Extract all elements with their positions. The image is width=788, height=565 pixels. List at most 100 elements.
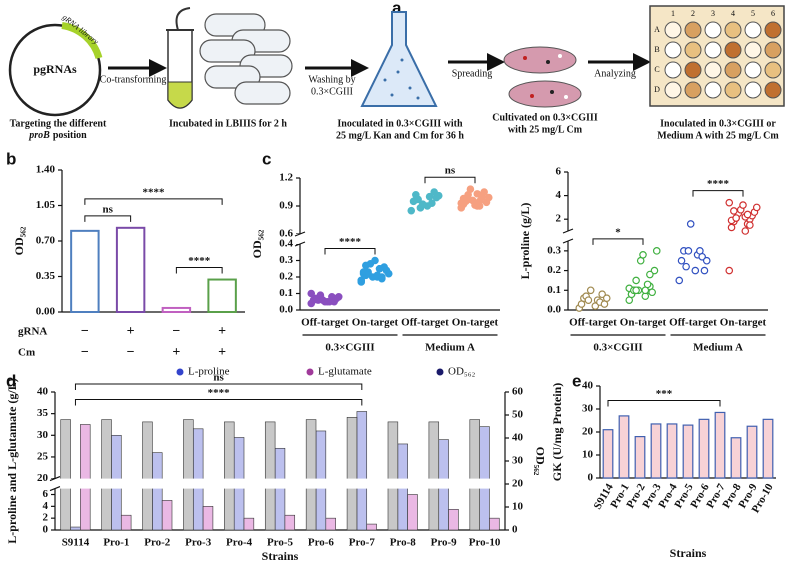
- y-tick-label: 0.9: [279, 200, 293, 212]
- flask: [360, 11, 438, 107]
- y-axis-label: L-proline (g/L): [518, 203, 532, 280]
- y-tick-label: 20: [582, 426, 594, 438]
- bar: [274, 447, 286, 531]
- bar: [152, 452, 163, 531]
- well: [764, 61, 782, 79]
- y-tick-label: 0.0: [279, 304, 293, 316]
- y-tick-label: 35: [37, 407, 49, 419]
- data-point: [434, 191, 443, 200]
- legend-label: OD₅₆₂: [448, 366, 476, 378]
- legend-marker: [306, 368, 314, 376]
- y-tick-label: 0.3: [279, 254, 293, 266]
- data-point: [643, 280, 652, 289]
- data-point: [321, 297, 329, 306]
- bar: [120, 514, 132, 531]
- y2-tick-label: 20: [512, 478, 524, 490]
- bar: [387, 421, 399, 531]
- panel-label: c: [262, 149, 271, 168]
- data-point: [407, 206, 416, 215]
- y-tick-label: 40: [37, 386, 49, 398]
- data-point: [652, 247, 661, 255]
- y-tick-label: 0.0: [547, 304, 561, 316]
- axis-break-band: [56, 478, 504, 489]
- significance-label: ****: [208, 387, 231, 399]
- plate-column-label: 1: [671, 9, 675, 18]
- well: [684, 81, 702, 99]
- data-point: [584, 296, 593, 304]
- y-tick-label: 0.00: [36, 306, 56, 318]
- significance-label: ns: [103, 203, 114, 215]
- y2-tick-label: 50: [512, 409, 524, 421]
- group-label: 0.3×CGIII: [593, 342, 642, 354]
- y-tick-label: 0.1: [279, 287, 293, 299]
- y-tick-label: 40: [582, 380, 594, 392]
- data-point: [686, 220, 695, 228]
- significance-label: ****: [707, 178, 730, 190]
- significance-label: *: [615, 226, 621, 238]
- y2-tick-label: 0: [512, 524, 518, 536]
- x-tick-label: Pro-10: [469, 537, 501, 549]
- arrow-label: Co-transforming: [100, 74, 167, 85]
- significance-bracket: [607, 399, 721, 407]
- caption: Incubated in LBIIIS for 2 h: [169, 118, 287, 129]
- well: [724, 61, 742, 79]
- bar: [730, 437, 742, 479]
- significance-bracket: [74, 383, 363, 390]
- x-tick-label: S9114: [62, 537, 90, 549]
- bar: [207, 278, 237, 313]
- plate-column-label: 4: [731, 9, 735, 18]
- group-label: Medium A: [425, 342, 475, 354]
- bar: [183, 419, 194, 531]
- bar: [698, 418, 710, 479]
- axis-break: [50, 478, 60, 489]
- data-point: [732, 214, 740, 222]
- bar: [602, 429, 614, 479]
- data-point: [632, 276, 640, 285]
- data-point: [586, 286, 595, 295]
- bar: [60, 419, 71, 531]
- tube-liquid: [167, 81, 193, 109]
- bar: [70, 229, 100, 314]
- workflow: pgRNAs gRNA library Targeting the differ…: [8, 5, 785, 141]
- significance-label: ****: [188, 255, 211, 267]
- x-tick-label: Off-target: [401, 317, 449, 329]
- well: [664, 21, 682, 39]
- x-tick-label: Off-target: [301, 317, 349, 329]
- x-axis-label: Strains: [670, 546, 707, 560]
- plasmid: [8, 23, 102, 117]
- bar: [428, 421, 440, 531]
- plate-column-label: 2: [691, 9, 695, 18]
- y2-axis-label: OD₅₆₂: [533, 447, 547, 476]
- bar: [356, 411, 368, 531]
- x-tick-label: Pro-4: [226, 537, 253, 549]
- y-axis-label: OD₅₆₂: [12, 226, 26, 255]
- plate-wells: 1 2 3 4 5 6 A B C D: [654, 9, 782, 99]
- condition-sign: +: [218, 345, 226, 360]
- bar: [407, 494, 418, 531]
- significance-bracket: [175, 267, 223, 274]
- data-point: [725, 266, 734, 275]
- significance-bracket: [84, 215, 132, 222]
- bar: [202, 506, 214, 531]
- bar: [305, 419, 317, 531]
- y-tick-label: 10: [582, 449, 594, 461]
- data-point: [364, 269, 372, 278]
- y-tick-label: 30: [37, 429, 49, 441]
- data-point: [484, 193, 493, 202]
- bar: [489, 517, 500, 531]
- significance-label: ****: [339, 236, 362, 248]
- well: [744, 41, 762, 59]
- condition-sign: −: [81, 324, 89, 339]
- data-point: [602, 294, 611, 302]
- library-arc: [61, 22, 103, 60]
- bar: [346, 416, 358, 531]
- data-point: [464, 195, 472, 204]
- condition-sign: +: [172, 345, 180, 360]
- x-tick-label: Pro-5: [267, 537, 294, 549]
- bar: [469, 419, 480, 531]
- x-tick-label: On-target: [620, 317, 667, 329]
- data-point: [648, 288, 656, 297]
- well: [684, 41, 702, 59]
- well: [764, 21, 782, 39]
